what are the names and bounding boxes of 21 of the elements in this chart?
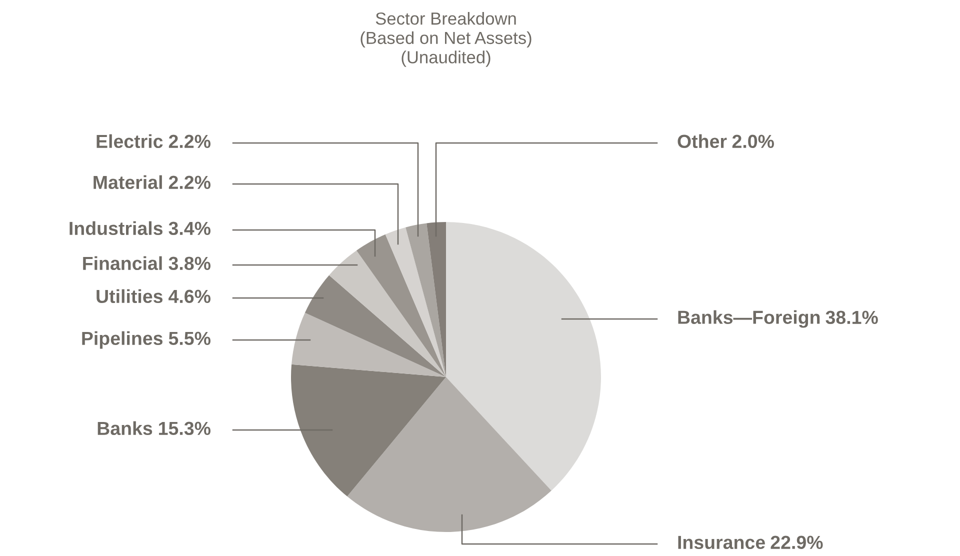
slice-label: Other <box>678 134 727 148</box>
data-label: 38.1% <box>826 310 878 324</box>
data-label: 3.8% <box>168 256 211 270</box>
slice-label: Banks <box>98 421 152 436</box>
slice-label: Banks—Foreign <box>678 310 820 328</box>
chart-title: Sector Breakdown (Based on Net Assets) (Unaudited) <box>360 12 532 67</box>
slice-label: Financial <box>83 256 162 270</box>
slice-label: Pipelines <box>82 331 162 349</box>
data-label: 2.2% <box>168 134 211 148</box>
data-label: 3.4% <box>168 222 211 236</box>
data-label: 15.3% <box>159 422 211 436</box>
slice-label: Utilities <box>96 289 162 304</box>
slice-label: Industrials <box>70 221 162 236</box>
slice-label: Insurance <box>678 536 765 550</box>
slice-label: Electric <box>96 134 163 148</box>
data-label: 2.2% <box>168 176 211 189</box>
data-label: 4.6% <box>168 290 211 304</box>
slice-label: Material <box>94 175 162 190</box>
data-label: 5.5% <box>168 332 211 346</box>
data-label: 2.0% <box>732 134 774 148</box>
data-label: 22.9% <box>770 536 823 550</box>
